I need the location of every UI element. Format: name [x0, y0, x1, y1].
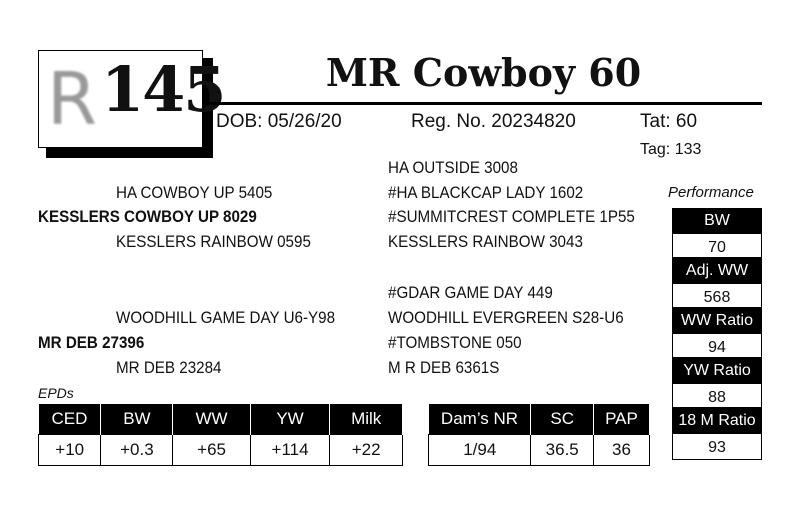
pedigree-sire: KESSLERS COWBOY UP 8029	[38, 208, 257, 226]
pedigree-sire-dam: KESSLERS RAINBOW 0595	[116, 233, 311, 251]
lot-number: 145	[101, 53, 226, 126]
pedigree-sds: #SUMMITCREST COMPLETE 1P55	[388, 208, 635, 226]
tattoo: Tat: 60	[640, 111, 698, 132]
header-pap: PAP	[593, 404, 651, 435]
ranch-logo: R	[47, 57, 98, 141]
pap: 36	[592, 434, 651, 466]
pedigree-dam-sire: WOODHILL GAME DAY U6-Y98	[116, 309, 336, 327]
pedigree-dsd: WOODHILL EVERGREEN S28-U6	[388, 309, 624, 327]
pedigree-ddd: M R DEB 6361S	[388, 359, 500, 377]
pedigree-dam: MR DEB 27396	[38, 334, 145, 352]
pedigree-sire-sire: HA COWBOY UP 5405	[116, 184, 273, 202]
perf-bw-value: 70	[672, 233, 762, 258]
perf-wwratio-label: WW Ratio	[672, 308, 762, 333]
pedigree-sdd: KESSLERS RAINBOW 3043	[388, 233, 583, 251]
pedigree-dam-dam: MR DEB 23284	[116, 359, 222, 377]
tag: Tag: 133	[640, 141, 702, 158]
dob: DOB: 05/26/20	[216, 111, 342, 132]
animal-name: MR Cowboy 60	[325, 50, 642, 95]
epd-header-ww: WW	[172, 404, 251, 435]
pedigree-ssd: #HA BLACKCAP LADY 1602	[388, 184, 584, 202]
other-table: Dam’s NR SC PAP 1/94 36.5 36	[427, 404, 651, 466]
perf-adjww-label: Adj. WW	[672, 258, 762, 283]
epd-header-ced: CED	[38, 404, 102, 435]
perf-18m-label: 18 M Ratio	[672, 408, 762, 433]
perf-adjww-value: 568	[672, 283, 762, 308]
other-header-row: Dam’s NR SC PAP	[428, 404, 651, 435]
sc: 36.5	[530, 434, 594, 466]
epd-ced: +10	[37, 434, 102, 466]
reg-number: Reg. No. 20234820	[411, 111, 576, 132]
header-dams-nr: Dam’s NR	[428, 404, 532, 435]
epd-yw: +114	[249, 434, 331, 466]
epd-header-row: CED BW WW YW Milk	[38, 404, 403, 435]
perf-bw-label: BW	[672, 208, 762, 233]
epd-header-milk: Milk	[329, 404, 403, 435]
epd-header-bw: BW	[100, 404, 174, 435]
epd-table: CED BW WW YW Milk +10 +0.3 +65 +114 +22	[37, 404, 403, 466]
epd-ww: +65	[172, 434, 251, 466]
perf-ywratio-label: YW Ratio	[672, 358, 762, 383]
pedigree-sss: HA OUTSIDE 3008	[388, 159, 518, 177]
epd-header-yw: YW	[250, 404, 331, 435]
epd-bw: +0.3	[100, 434, 174, 466]
lot-box: R 145	[38, 50, 226, 148]
pedigree-dds: #TOMBSTONE 050	[388, 334, 522, 352]
perf-18m-value: 93	[672, 433, 762, 460]
pedigree-dss: #GDAR GAME DAY 449	[388, 284, 553, 302]
perf-wwratio-value: 94	[672, 333, 762, 358]
epds-label: EPDs	[38, 385, 74, 401]
perf-ywratio-value: 88	[672, 383, 762, 408]
epd-milk: +22	[329, 434, 403, 466]
other-value-row: 1/94 36.5 36	[427, 434, 651, 466]
epd-value-row: +10 +0.3 +65 +114 +22	[37, 434, 403, 466]
header-sc: SC	[530, 404, 594, 435]
performance-label: Performance	[668, 184, 754, 201]
divider	[205, 102, 762, 105]
dams-nr: 1/94	[427, 434, 532, 466]
